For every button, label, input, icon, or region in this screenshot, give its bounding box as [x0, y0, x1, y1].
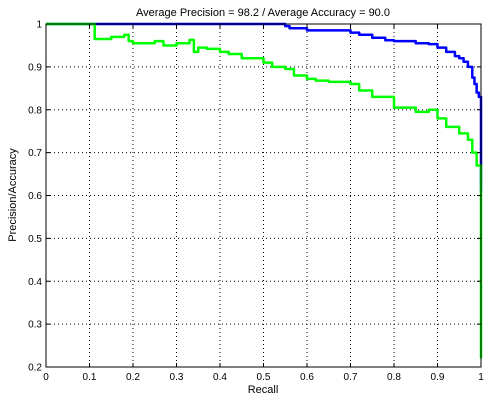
x-tick-label: 0.9: [431, 372, 445, 383]
x-tick-label: 0.8: [387, 372, 401, 383]
x-tick-label: 0.1: [83, 372, 97, 383]
y-tick-label: 0.5: [28, 234, 42, 245]
plot-area-frame: [45, 23, 482, 368]
y-tick-label: 0.2: [28, 363, 42, 374]
y-tick-label: 1: [36, 20, 42, 31]
x-tick-label: 0.7: [344, 372, 358, 383]
y-tick-label: 0.6: [28, 191, 42, 202]
y-tick-label: 0.9: [28, 62, 42, 73]
x-tick-label: 0: [43, 372, 49, 383]
y-tick-label: 0.8: [28, 105, 42, 116]
x-tick-label: 1: [478, 372, 484, 383]
y-axis-label: Precision/Accuracy: [7, 148, 19, 242]
axis-ticks: 0 0.1 0.2 0.3 0.4 0.5 0.6 0.7 0.8 0.9 1 0.2 0.3 0.4 0.…: [28, 20, 484, 384]
chart-title: Average Precision = 98.2 / Average Accur…: [136, 7, 390, 19]
series-layer: [46, 22, 483, 359]
x-tick-label: 0.5: [257, 372, 271, 383]
series-line-2: [46, 22, 483, 359]
x-tick-label: 0.2: [126, 372, 140, 383]
x-axis-label: Recall: [248, 384, 279, 396]
y-tick-label: 0.7: [28, 148, 42, 159]
y-tick-label: 0.4: [28, 277, 42, 288]
grid: [46, 24, 481, 367]
x-tick-label: 0.3: [170, 372, 184, 383]
x-tick-label: 0.4: [213, 372, 227, 383]
series-line-1: [46, 22, 483, 192]
y-tick-label: 0.3: [28, 320, 42, 331]
x-tick-label: 0.6: [300, 372, 314, 383]
